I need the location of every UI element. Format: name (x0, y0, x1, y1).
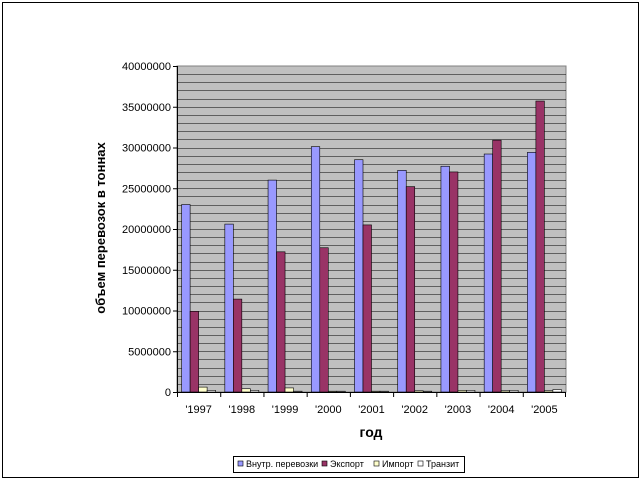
bar (422, 390, 433, 393)
y-tick-label: 10000000 (122, 306, 171, 318)
bars (181, 100, 562, 393)
x-tick-label: '2004 (488, 404, 515, 416)
x-tick-label: '1998 (229, 404, 256, 416)
legend-item-label: Экспорт (330, 459, 364, 469)
bar (293, 390, 303, 393)
bar (379, 390, 389, 393)
legend: Внутр. перевозки Экспорт Импорт Транзит (233, 456, 465, 473)
y-axis-label: объем перевозок в тоннах (93, 141, 108, 313)
bar (198, 386, 208, 393)
bar (371, 390, 381, 393)
legend-box (233, 456, 465, 473)
bar (189, 311, 199, 393)
bar (440, 165, 450, 393)
bar (336, 390, 346, 393)
bar (552, 389, 562, 393)
bar (224, 223, 234, 393)
bar (500, 390, 510, 393)
bar (250, 390, 260, 393)
y-tick-label: 0 (165, 387, 171, 399)
y-tick-label: 40000000 (122, 61, 171, 73)
x-tick-label: '2000 (315, 404, 342, 416)
bar (354, 159, 364, 393)
y-tick-label: 35000000 (122, 102, 171, 114)
bar (276, 251, 286, 393)
bar (310, 146, 321, 393)
legend-item-label: Транзит (426, 459, 459, 469)
x-axis-ticks: '1997 '1998 '1999 '2000 '2001 '2002 '2003 '2004… (177, 392, 566, 416)
bar (492, 139, 502, 393)
legend-item-label: Импорт (382, 459, 413, 469)
x-axis-label: год (360, 424, 383, 440)
bar (362, 224, 372, 393)
bar (397, 170, 407, 393)
legend-swatch (237, 460, 244, 467)
x-tick-label: '2005 (531, 404, 558, 416)
y-tick-label: 30000000 (122, 143, 171, 155)
x-tick-label: '2002 (401, 404, 428, 416)
bar (319, 247, 329, 393)
bar (535, 100, 545, 393)
bar (509, 390, 519, 393)
bar (267, 179, 277, 393)
y-axis-ticks: 0 5000000 10000000 15000000 20000000 25000000… (122, 61, 177, 399)
bar (241, 388, 251, 393)
legend-swatch (321, 460, 328, 467)
bar (405, 186, 416, 393)
x-tick-label: '1997 (185, 404, 212, 416)
bar (206, 390, 216, 393)
legend-swatch (373, 460, 380, 467)
bar (181, 204, 191, 393)
y-tick-label: 5000000 (128, 346, 171, 358)
y-tick-label: 20000000 (122, 224, 171, 236)
x-tick-label: '2001 (358, 404, 385, 416)
bar (284, 387, 294, 393)
bar (327, 390, 338, 393)
bar (483, 153, 493, 393)
bar (457, 390, 467, 393)
y-tick-label: 25000000 (122, 183, 171, 195)
y-tick-label: 15000000 (122, 265, 171, 277)
bar (544, 390, 554, 393)
x-tick-label: '1999 (272, 404, 299, 416)
bar (466, 390, 476, 393)
bar (449, 171, 459, 393)
legend-item-label: Внутр. перевозки (246, 459, 318, 469)
bar (233, 298, 243, 393)
x-tick-label: '2003 (445, 404, 472, 416)
bar (414, 390, 424, 393)
bar (527, 152, 537, 393)
legend-swatch (417, 460, 424, 467)
